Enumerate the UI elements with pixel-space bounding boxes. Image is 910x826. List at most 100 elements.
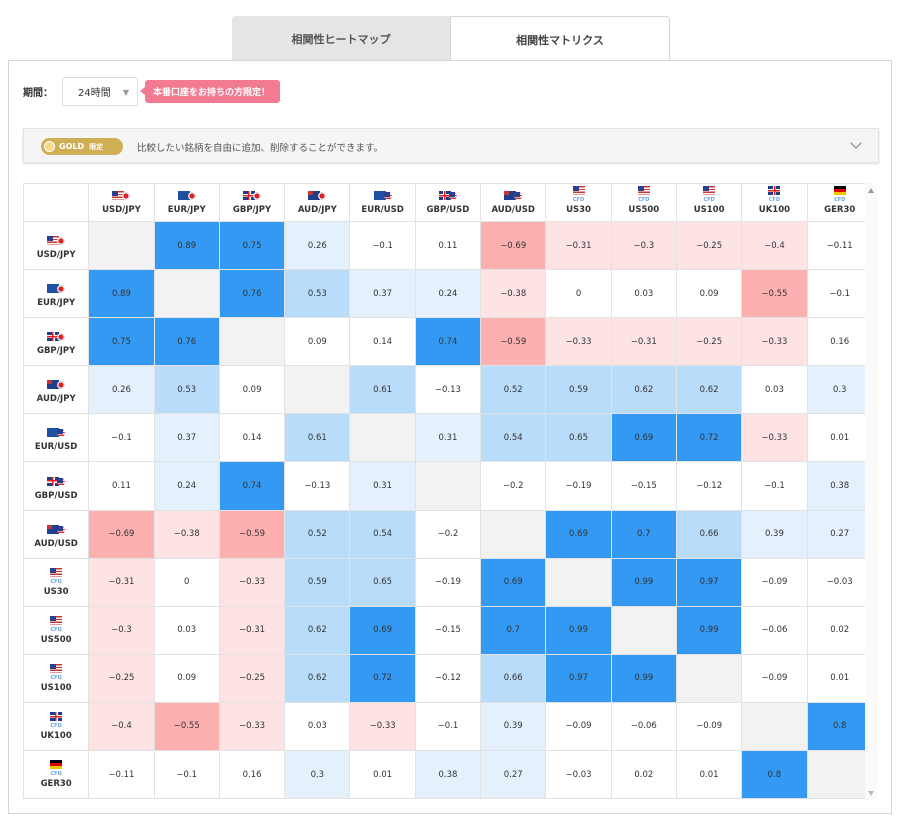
matrix-cell: 0 — [153, 557, 220, 607]
matrix-cell — [675, 653, 743, 703]
matrix-cell: 0.14 — [218, 413, 286, 463]
flag-gb-icon — [765, 186, 783, 195]
matrix-cell: 0.99 — [545, 605, 612, 655]
expand-chevron-icon[interactable] — [850, 137, 862, 149]
matrix-cell: 0.14 — [349, 317, 416, 367]
matrix-cell: 0.31 — [349, 461, 416, 511]
vertical-scrollbar[interactable] — [865, 183, 877, 801]
matrix-cell: −0.19 — [414, 557, 482, 607]
matrix-cell: −0.31 — [610, 317, 677, 367]
matrix-cell: 0.99 — [610, 653, 677, 703]
matrix-cell: 0.39 — [480, 701, 547, 752]
flag-eu-us-icon — [373, 191, 392, 200]
matrix-cell: 0.97 — [545, 653, 612, 703]
col-header-label: EUR/JPY — [167, 205, 206, 215]
scroll-up-icon[interactable] — [868, 188, 874, 193]
matrix-cell: 0.69 — [349, 605, 416, 655]
flag-au-us-icon — [47, 524, 66, 534]
matrix-cell: −0.31 — [218, 605, 286, 655]
matrix-cell: 0.16 — [806, 317, 873, 367]
matrix-cell: −0.09 — [741, 557, 808, 607]
gold-badge-sub: 限定 — [89, 142, 104, 151]
matrix-cell: −0.06 — [610, 701, 677, 752]
row-header-label: UK100 — [40, 731, 72, 742]
matrix-cell: 0.26 — [88, 365, 155, 415]
matrix-cell: 0.75 — [218, 220, 286, 271]
matrix-cell: 0.7 — [480, 605, 547, 655]
matrix-cell — [741, 701, 808, 752]
matrix-cell: −0.03 — [806, 557, 873, 607]
matrix-panel: 期間： 24時間 ▼ 本番口座をお持ちの方限定！ GOLD 限定 比較したい銘柄… — [8, 60, 892, 814]
matrix-row: GBP/USD 0.11 0.24 0.74 −0.13 0.31 −0.2 −0.19 −0.… — [23, 461, 873, 511]
matrix-cell: 0.01 — [349, 750, 416, 800]
flag-us-icon — [47, 663, 65, 673]
flag-au-jp-icon — [308, 191, 327, 200]
matrix-cell: 0.69 — [480, 557, 547, 607]
col-header-us30: CFD US30 — [545, 183, 612, 222]
matrix-cell: −0.19 — [545, 461, 612, 511]
row-header-us500: CFD US500 — [23, 605, 90, 655]
matrix-cell: −0.12 — [414, 653, 482, 703]
period-select[interactable]: 24時間 ▼ — [62, 77, 138, 106]
flag-gb-us-icon — [47, 476, 66, 486]
matrix-cell: 0.89 — [88, 269, 155, 319]
matrix-cell: −0.25 — [675, 220, 743, 271]
row-header-audjpy: AUD/JPY — [23, 365, 90, 415]
row-header-eurusd: EUR/USD — [23, 413, 90, 463]
matrix-cell: 0.53 — [284, 269, 351, 319]
matrix-cell: 0.62 — [675, 365, 743, 415]
row-header-label: EUR/JPY — [37, 298, 76, 309]
matrix-cell: 0.89 — [153, 220, 220, 271]
matrix-cell: −0.1 — [414, 701, 482, 752]
flag-de-icon — [831, 186, 849, 195]
row-header-gbpjpy: GBP/JPY — [23, 317, 90, 367]
col-header-audjpy: AUD/JPY — [284, 183, 351, 222]
matrix-cell: −0.33 — [741, 317, 808, 367]
flag-us-jp-icon — [47, 236, 66, 246]
matrix-cell: −0.09 — [675, 701, 743, 752]
cfd-sub-label: CFD — [703, 197, 715, 203]
matrix-cell: −0.55 — [153, 701, 220, 752]
matrix-cell: −0.38 — [480, 269, 547, 319]
matrix-cell: 0.24 — [414, 269, 482, 319]
matrix-cell: 0.7 — [610, 509, 677, 559]
col-header-label: GBP/USD — [426, 205, 470, 215]
matrix-cell: 0.75 — [88, 317, 155, 367]
flag-gb-jp-icon — [243, 191, 262, 200]
matrix-cell: 0.72 — [349, 653, 416, 703]
matrix-cell: −0.13 — [414, 365, 482, 415]
matrix-cell — [545, 557, 612, 607]
matrix-cell: 0.59 — [545, 365, 612, 415]
tab-heatmap[interactable]: 相関性ヒートマップ — [232, 16, 450, 61]
tab-matrix[interactable]: 相関性マトリクス — [450, 16, 670, 62]
col-header-label: AUD/JPY — [297, 205, 337, 215]
row-header-eurjpy: EUR/JPY — [23, 269, 90, 319]
matrix-cell: 0.03 — [284, 701, 351, 752]
gold-feature-bar[interactable]: GOLD 限定 比較したい銘柄を自由に追加、削除することができます。 — [23, 128, 879, 163]
flag-us-icon — [47, 567, 65, 577]
col-header-ger30: CFD GER30 — [806, 183, 873, 222]
matrix-cell: −0.33 — [741, 413, 808, 463]
matrix-row: USD/JPY 0.89 0.75 0.26 −0.1 0.11 −0.69 −0.31 −0.… — [23, 220, 873, 271]
matrix-cell: −0.33 — [349, 701, 416, 752]
matrix-cell — [284, 365, 351, 415]
matrix-cell: 0.8 — [741, 750, 808, 800]
cfd-sub-label: CFD — [638, 197, 650, 203]
matrix-corner — [23, 183, 90, 222]
matrix-cell: −0.15 — [610, 461, 677, 511]
cfd-sub-label: CFD — [50, 674, 62, 681]
matrix-cell: −0.1 — [741, 461, 808, 511]
matrix-cell: 0.61 — [349, 365, 416, 415]
scroll-down-icon[interactable] — [868, 791, 874, 796]
matrix-cell: −0.25 — [88, 653, 155, 703]
matrix-cell: −0.55 — [741, 269, 808, 319]
matrix-cell: 0.69 — [610, 413, 677, 463]
flag-eu-jp-icon — [47, 284, 66, 294]
cfd-sub-label: CFD — [834, 197, 846, 203]
flag-au-us-icon — [504, 191, 523, 200]
matrix-cell: 0.24 — [153, 461, 220, 511]
row-header-label: US100 — [40, 682, 72, 693]
gold-description: 比較したい銘柄を自由に追加、削除することができます。 — [137, 143, 384, 154]
row-header-label: GER30 — [40, 779, 72, 790]
flag-us-icon — [635, 186, 653, 195]
